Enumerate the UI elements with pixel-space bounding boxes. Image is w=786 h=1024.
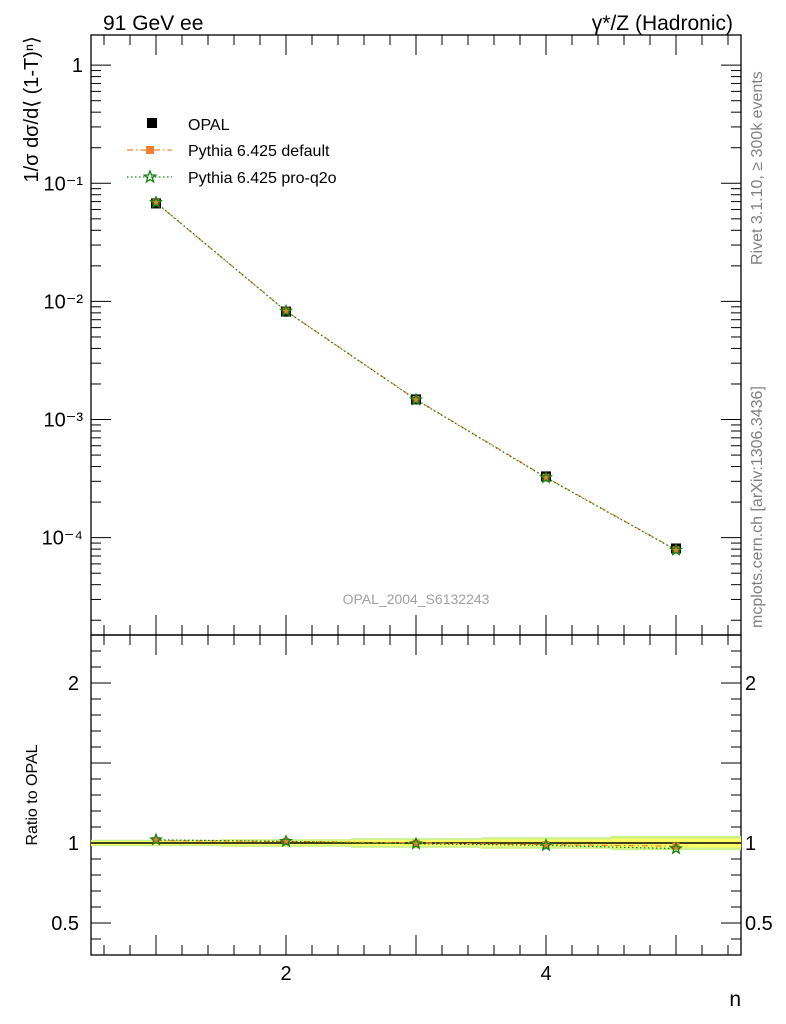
ratio-pythia-default-point [152,837,160,845]
y-tick-label: 1 [72,55,83,77]
legend-default-label: Pythia 6.425 default [188,143,330,160]
main-ylabel: 1/σ dσ/d⟨ (1-T)ⁿ⟩ [21,36,43,183]
pythia-pro-q2o-point [539,470,553,484]
ratio-pythia-pro-q2o-point [149,832,163,846]
legend-opal-marker [147,118,157,128]
ratio-pythia-default-point [282,837,290,845]
legend-proq2o-marker [142,169,158,184]
ratio-pythia-default-point [672,842,680,850]
pythia-pro-q2o-point [409,392,423,406]
pythia-default-point [282,307,290,315]
ratio-y-tick-label-right: 0.5 [745,913,773,935]
legend: OPAL Pythia 6.425 default Pythia 6.425 p… [127,117,337,187]
x-axis-label: n [729,988,741,1011]
analysis-label: OPAL_2004_S6132243 [343,591,490,607]
ratio-pythia-default-point [412,839,420,847]
pythia-pro-q2o-point [669,542,683,557]
ratio-pythia-pro-q2o-point [539,838,553,852]
ratio-y-tick-label: 2 [68,673,79,695]
x-tick-label: 2 [280,963,291,985]
legend-default-marker [146,146,154,154]
y-tick-label: 10⁻³ [44,410,84,432]
ratio-pythia-pro-q2o-point [669,841,683,855]
pythia-pro-q2o-point [279,303,293,318]
y-tick-label: 10⁻² [44,291,84,313]
legend-proq2o-label: Pythia 6.425 pro-q2o [188,170,337,187]
ratio-data-marks [149,832,683,855]
pythia-default-point [542,473,550,481]
x-tick-label: 4 [540,963,551,985]
ratio-ylabel: Ratio to OPAL [24,744,41,845]
ratio-y-tick-label: 0.5 [51,913,79,935]
rivet-label: Rivet 3.1.10, ≥ 300k events [749,71,766,265]
ratio-y-tick-label-right: 2 [745,673,756,695]
legend-opal-label: OPAL [188,117,230,134]
main-axis-ticks: 1 10⁻¹ 10⁻² 10⁻³ 10⁻⁴ [42,35,741,635]
pythia-default-point [152,199,160,207]
mcplots-label: mcplots.cern.ch [arXiv:1306.3436] [749,386,766,628]
series-line-pythia-pro-q2o [155,202,677,551]
series-line-pythia-default [155,202,677,551]
ratio-plot-frame [90,634,742,956]
ratio-pythia-default-point [542,841,550,849]
main-data-marks [149,195,683,557]
ratio-y-tick-label: 1 [68,833,79,855]
pythia-pro-q2o-point [149,195,163,209]
ratio-y-tick-label-right: 1 [745,833,756,855]
ratio-axis-ticks: 0.5 0.5 1 1 2 2 2 4 [51,635,773,985]
header-left: 91 GeV ee [103,12,203,35]
header-right: γ*/Z (Hadronic) [592,12,733,35]
y-tick-label: 10⁻¹ [44,173,84,195]
ratio-pythia-pro-q2o-point [279,834,293,848]
pythia-default-point [412,395,420,403]
ratio-pythia-pro-q2o-point [409,836,423,850]
y-tick-label: 10⁻⁴ [42,528,83,550]
pythia-default-point [672,546,680,554]
